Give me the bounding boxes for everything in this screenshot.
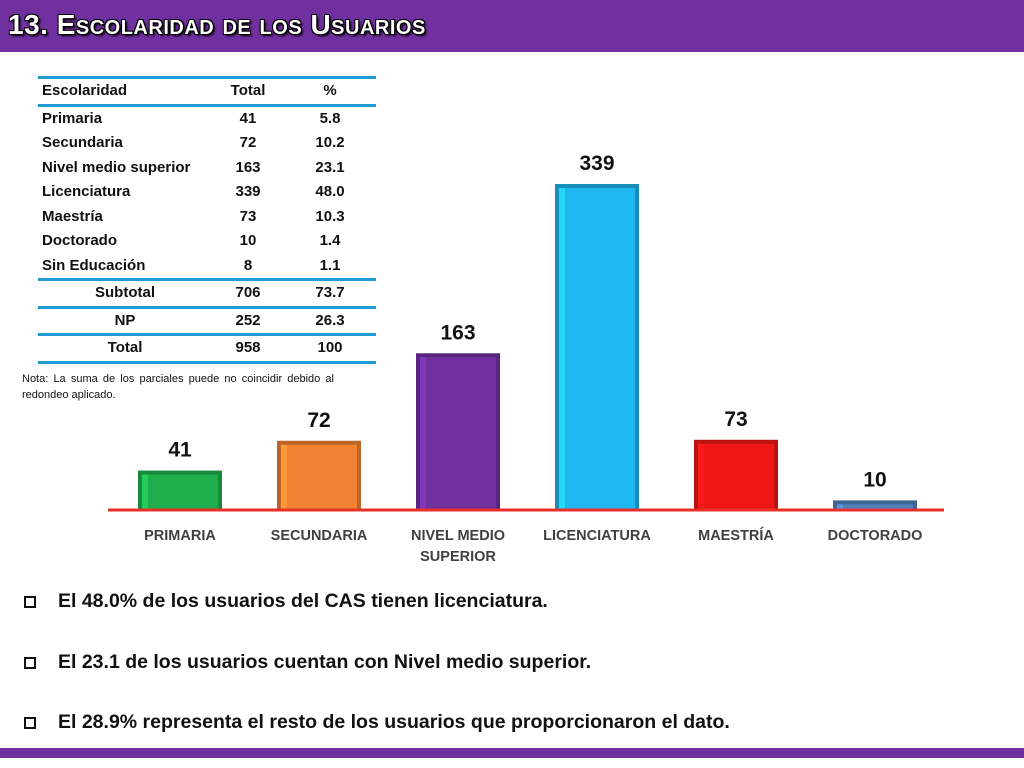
category-label: SECUNDARIA	[271, 528, 368, 544]
bullet-text: El 23.1 de los usuarios cuentan con Nive…	[58, 651, 592, 673]
data-label: 339	[579, 152, 614, 175]
bullet-item: El 48.0% de los usuarios del CAS tienen …	[24, 590, 548, 613]
bullet-item: El 23.1 de los usuarios cuentan con Nive…	[24, 651, 591, 674]
cell-escolaridad: Primaria	[42, 109, 103, 127]
table-header-row: Escolaridad Total %	[38, 77, 376, 105]
bar-highlight	[420, 357, 426, 510]
table-row: Nivel medio superior 163 23.1	[38, 156, 376, 181]
title-bar: 13. Escolaridad de los Usuarios	[0, 0, 1024, 52]
cell-total: 339	[235, 183, 261, 200]
bar-highlight	[281, 444, 287, 510]
bar-face	[281, 444, 357, 510]
cell-percent: 73.7	[315, 284, 345, 301]
cell-escolaridad: Subtotal	[95, 284, 155, 301]
table-summary-row: Total 958 100	[38, 335, 376, 362]
data-label: 73	[724, 408, 747, 431]
cell-total: 10	[239, 232, 257, 249]
header-percent: %	[323, 82, 337, 99]
table-row: Maestría 73 10.3	[38, 205, 376, 230]
cell-percent: 10.3	[315, 207, 345, 225]
bullet-item: El 28.9% representa el resto de los usua…	[24, 711, 730, 734]
schooling-bar-chart: 41 PRIMARIA 72 SECUNDARIA 163 NIVEL MEDIO SUPE…	[108, 152, 944, 565]
cell-total: 958	[235, 339, 261, 356]
bullet-text: El 48.0% de los usuarios del CAS tienen …	[58, 590, 548, 612]
cell-percent: 10.2	[315, 134, 345, 151]
category-label: MAESTRÍA	[698, 527, 774, 544]
data-label: 41	[168, 439, 192, 462]
bottom-bar	[0, 748, 1024, 758]
cell-percent: 1.4	[319, 232, 341, 249]
table-row: Sin Educación 8 1.1	[38, 254, 376, 280]
checkbox-icon	[24, 656, 36, 669]
cell-total: 72	[239, 134, 257, 151]
cell-percent: 26.3	[315, 311, 345, 329]
cell-escolaridad: NP	[114, 311, 136, 329]
cell-total: 73	[239, 207, 257, 225]
cell-escolaridad: Doctorado	[42, 232, 117, 249]
bar-face	[420, 357, 496, 510]
bar-face	[698, 443, 774, 510]
bar-face	[559, 188, 635, 510]
cell-percent: 1.1	[319, 256, 341, 274]
cell-total: 41	[239, 109, 257, 127]
footnote: Nota: La suma de los parciales puede no …	[22, 373, 334, 401]
cell-escolaridad: Total	[107, 339, 143, 356]
table-row: Licenciatura 339 48.0	[38, 180, 376, 205]
cell-escolaridad: Nivel medio superior	[42, 158, 191, 176]
bar-face	[142, 474, 218, 510]
category-label: NIVEL MEDIO	[411, 528, 505, 544]
table-summary-row: Subtotal 706 73.7	[38, 280, 376, 307]
data-label: 10	[863, 468, 886, 491]
cell-percent: 23.1	[315, 158, 345, 176]
category-label: PRIMARIA	[144, 528, 216, 544]
checkbox-icon	[24, 595, 36, 608]
schooling-table: Escolaridad Total % Primaria 41 5.8 Secunda…	[38, 76, 376, 364]
data-label: 163	[440, 321, 475, 344]
bar-highlight	[698, 443, 704, 510]
cell-total: 706	[235, 284, 261, 301]
bullet-text: El 28.9% representa el resto de los usua…	[58, 711, 730, 733]
table-row: Primaria 41 5.8	[38, 105, 376, 131]
bar-face	[837, 504, 913, 510]
bar-highlight	[837, 504, 843, 510]
page-title: 13. Escolaridad de los Usuarios	[8, 9, 426, 40]
cell-escolaridad: Sin Educación	[42, 256, 146, 274]
table-row: Secundaria 72 10.2	[38, 131, 376, 156]
cell-escolaridad: Secundaria	[42, 134, 123, 151]
category-label: SUPERIOR	[420, 549, 496, 565]
cell-total: 163	[235, 158, 261, 176]
cell-total: 8	[243, 256, 253, 274]
table-row: Doctorado 10 1.4	[38, 229, 376, 254]
bar-highlight	[142, 474, 148, 510]
cell-escolaridad: Licenciatura	[42, 183, 131, 200]
data-label: 72	[307, 409, 330, 432]
header-escolaridad: Escolaridad	[42, 82, 128, 99]
cell-percent: 48.0	[315, 183, 345, 200]
bar-highlight	[559, 188, 565, 510]
table-summary-row: NP 252 26.3	[38, 307, 376, 335]
cell-escolaridad: Maestría	[42, 207, 103, 225]
checkbox-icon	[24, 716, 36, 729]
category-label: LICENCIATURA	[543, 528, 651, 544]
cell-percent: 5.8	[319, 109, 341, 127]
cell-percent: 100	[317, 339, 343, 356]
header-total: Total	[230, 82, 266, 99]
category-label: DOCTORADO	[828, 528, 923, 544]
cell-total: 252	[235, 311, 261, 329]
